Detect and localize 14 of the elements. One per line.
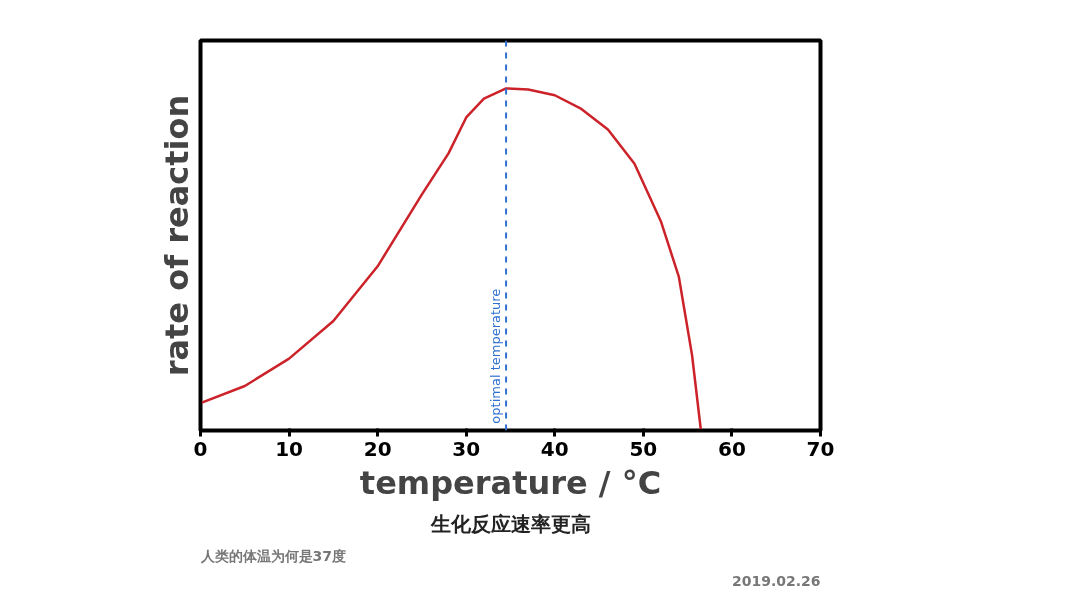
x-axis-title: temperature / °C bbox=[359, 463, 662, 502]
text: 生化反应速率更高 bbox=[429, 511, 591, 536]
x-tick-label: 60 bbox=[718, 436, 746, 461]
y-axis-title: rate of reaction bbox=[157, 94, 196, 377]
x-tick-label: 70 bbox=[806, 436, 835, 461]
ref-line-label: optimal temperature bbox=[488, 288, 504, 424]
x-tick-label: 40 bbox=[540, 436, 569, 461]
x-tick-label: 30 bbox=[452, 436, 481, 461]
text: 2019.02.26 bbox=[731, 572, 821, 589]
x-tick-label: 50 bbox=[629, 436, 658, 461]
x-tick-label: 10 bbox=[275, 436, 303, 461]
x-tick-label: 0 bbox=[193, 436, 208, 461]
x-tick-label: 20 bbox=[363, 436, 392, 461]
text: 人类的体温为何是37度 bbox=[199, 547, 346, 564]
